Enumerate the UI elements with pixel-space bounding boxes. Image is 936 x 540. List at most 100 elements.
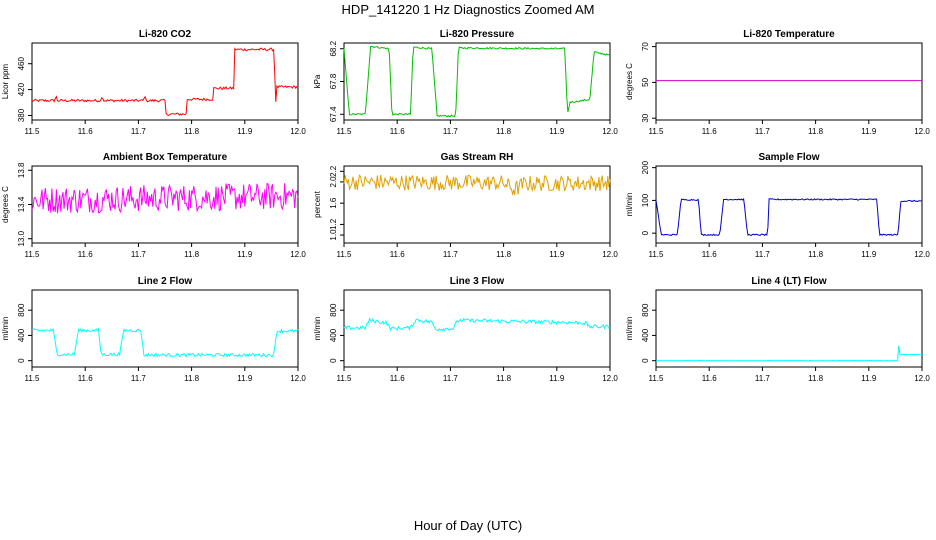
x-tick-label: 11.7 bbox=[755, 250, 771, 259]
series-line bbox=[655, 198, 923, 237]
x-tick-label: 11.7 bbox=[131, 250, 147, 259]
panel-title: Sample Flow bbox=[758, 152, 819, 163]
x-tick-label: 11.5 bbox=[649, 250, 665, 259]
panel-6: Line 2 Flow ml/min 0 400 800 11.5 11.6 11.7 11.8… bbox=[1, 276, 306, 383]
x-tick-label: 11.6 bbox=[390, 127, 406, 136]
x-axis-label: Hour of Day (UTC) bbox=[413, 518, 523, 533]
y-tick-label: 0 bbox=[17, 358, 26, 363]
y-tick-label: 800 bbox=[17, 303, 26, 317]
y-axis-label: ml/min bbox=[625, 317, 634, 341]
y-tick-label: 800 bbox=[329, 303, 338, 317]
y-tick-label: 800 bbox=[641, 303, 650, 317]
series-line bbox=[655, 345, 922, 362]
panel-2: Li-820 Temperature degrees C 30 50 70 11.5 11.… bbox=[625, 29, 930, 136]
x-tick-label: 12.0 bbox=[602, 374, 618, 383]
y-tick-label: 1.2 bbox=[329, 218, 338, 230]
y-tick-label: 13.8 bbox=[17, 162, 26, 178]
y-tick-label: 0 bbox=[329, 358, 338, 363]
plot-frame bbox=[655, 289, 923, 368]
x-tick-label: 11.6 bbox=[78, 250, 94, 259]
x-tick-label: 11.9 bbox=[549, 250, 565, 259]
y-tick-label: 400 bbox=[329, 328, 338, 342]
series-line bbox=[343, 174, 611, 196]
plot-frame bbox=[343, 165, 611, 244]
y-tick-label: 67.8 bbox=[329, 73, 338, 89]
y-tick-label: 0 bbox=[641, 358, 650, 363]
y-tick-label: 50 bbox=[641, 77, 650, 86]
x-tick-label: 11.8 bbox=[808, 250, 824, 259]
x-tick-label: 11.5 bbox=[25, 127, 41, 136]
plot-frame bbox=[343, 42, 611, 121]
y-axis-label: ml/min bbox=[625, 193, 634, 217]
panel-title: Ambient Box Temperature bbox=[103, 152, 228, 163]
y-tick-label: 400 bbox=[641, 328, 650, 342]
x-tick-label: 11.5 bbox=[25, 374, 41, 383]
plot-frame bbox=[31, 289, 299, 368]
x-tick-label: 11.8 bbox=[184, 374, 200, 383]
x-tick-label: 11.9 bbox=[237, 374, 253, 383]
x-tick-label: 11.7 bbox=[443, 127, 459, 136]
panel-title: Li-820 Pressure bbox=[440, 29, 515, 40]
x-tick-label: 11.9 bbox=[861, 374, 877, 383]
y-tick-label: 30 bbox=[641, 113, 650, 122]
x-tick-label: 11.5 bbox=[649, 127, 665, 136]
panel-title: Line 4 (LT) Flow bbox=[751, 276, 827, 287]
x-tick-label: 11.6 bbox=[390, 250, 406, 259]
panel-title: Line 3 Flow bbox=[450, 276, 505, 287]
y-tick-label: 70 bbox=[641, 42, 650, 51]
x-tick-label: 11.6 bbox=[702, 127, 718, 136]
y-tick-label: 67.4 bbox=[329, 106, 338, 122]
panel-3: Ambient Box Temperature degrees C 13.0 13.4… bbox=[1, 152, 306, 259]
x-tick-label: 11.6 bbox=[78, 127, 94, 136]
x-tick-label: 12.0 bbox=[914, 374, 930, 383]
panel-title: Gas Stream RH bbox=[441, 152, 514, 163]
x-tick-label: 11.5 bbox=[337, 250, 353, 259]
x-tick-label: 11.8 bbox=[496, 374, 512, 383]
x-tick-label: 12.0 bbox=[602, 127, 618, 136]
y-tick-label: 460 bbox=[17, 56, 26, 70]
plot-frame bbox=[655, 165, 923, 244]
x-tick-label: 12.0 bbox=[290, 127, 306, 136]
y-tick-label: 2.2 bbox=[329, 165, 338, 177]
x-tick-label: 11.7 bbox=[131, 374, 147, 383]
plot-frame bbox=[343, 289, 611, 368]
x-tick-label: 11.5 bbox=[649, 374, 665, 383]
x-tick-label: 11.5 bbox=[25, 250, 41, 259]
panel-5: Sample Flow ml/min 0 100 200 11.5 11.6 11.7 11.8… bbox=[625, 152, 930, 259]
x-tick-label: 11.9 bbox=[549, 374, 565, 383]
x-tick-label: 12.0 bbox=[290, 374, 306, 383]
panel-title: Li-820 Temperature bbox=[743, 29, 835, 40]
y-tick-label: 2.0 bbox=[329, 176, 338, 188]
y-axis-label: Licor ppm bbox=[1, 64, 10, 99]
y-tick-label: 420 bbox=[17, 82, 26, 96]
y-axis-label: ml/min bbox=[1, 317, 10, 341]
y-tick-label: 13.4 bbox=[17, 196, 26, 212]
x-tick-label: 11.8 bbox=[496, 250, 512, 259]
x-tick-label: 12.0 bbox=[914, 127, 930, 136]
y-axis-label: percent bbox=[313, 190, 322, 217]
panel-title: Li-820 CO2 bbox=[139, 29, 192, 40]
x-tick-label: 11.7 bbox=[755, 374, 771, 383]
x-tick-label: 11.7 bbox=[443, 250, 459, 259]
series-line bbox=[31, 182, 299, 214]
y-axis-label: degrees C bbox=[1, 186, 10, 223]
main-title: HDP_141220 1 Hz Diagnostics Zoomed AM bbox=[341, 2, 595, 17]
series-line bbox=[31, 47, 299, 117]
y-axis-label: kPa bbox=[313, 74, 322, 88]
x-tick-label: 11.6 bbox=[390, 374, 406, 383]
series-line bbox=[343, 45, 611, 118]
x-tick-label: 11.7 bbox=[755, 127, 771, 136]
y-tick-label: 400 bbox=[17, 328, 26, 342]
y-tick-label: 68.2 bbox=[329, 40, 338, 56]
x-tick-label: 11.5 bbox=[337, 127, 353, 136]
x-tick-label: 11.8 bbox=[496, 127, 512, 136]
x-tick-label: 12.0 bbox=[602, 250, 618, 259]
plot-frame bbox=[655, 42, 923, 121]
y-tick-label: 200 bbox=[641, 160, 650, 174]
x-tick-label: 11.6 bbox=[78, 374, 94, 383]
x-tick-label: 11.8 bbox=[184, 127, 200, 136]
x-tick-label: 11.9 bbox=[237, 250, 253, 259]
x-tick-label: 11.9 bbox=[549, 127, 565, 136]
y-tick-label: 380 bbox=[17, 108, 26, 122]
